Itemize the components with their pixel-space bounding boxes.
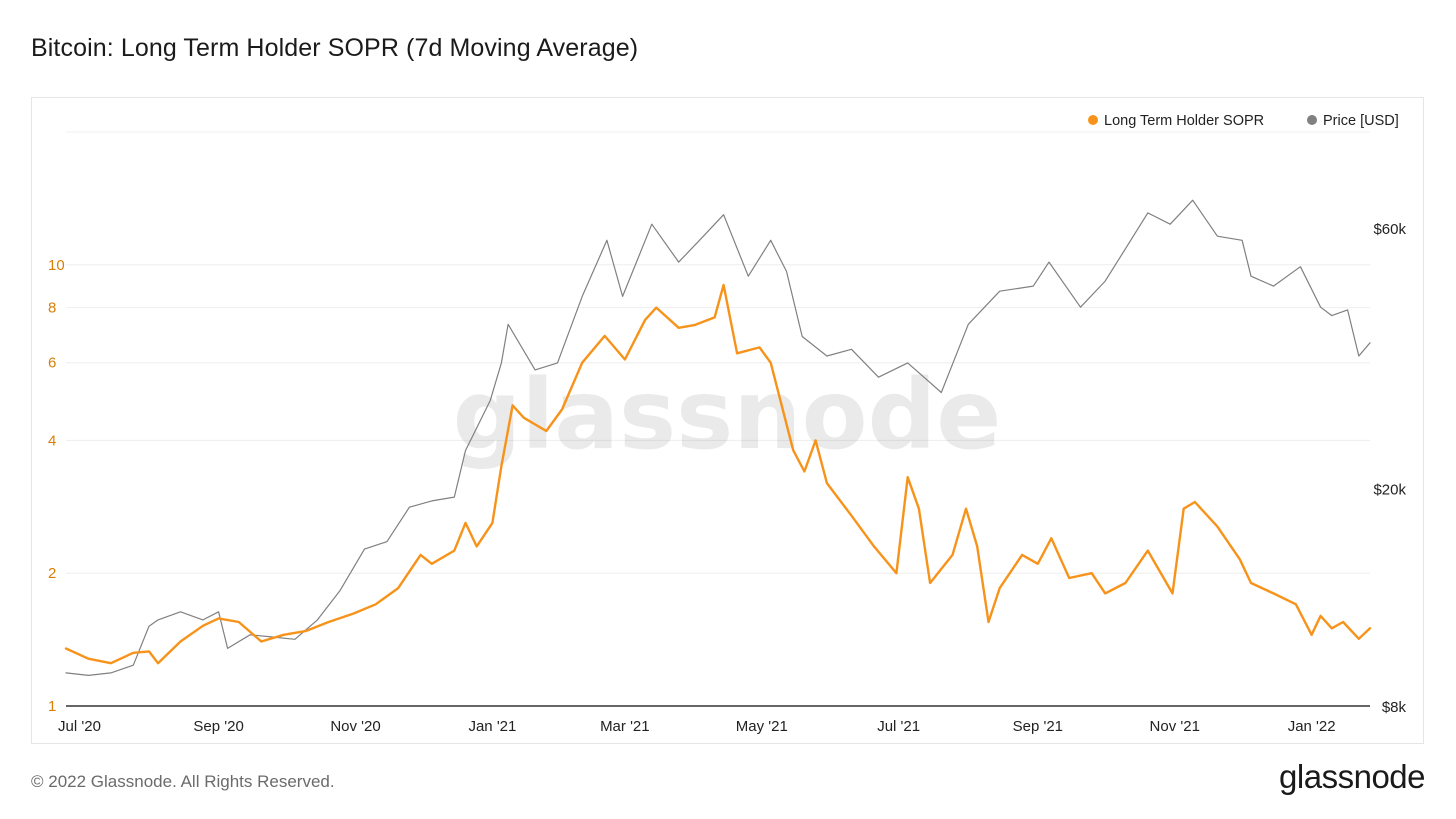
right-tick-label: $60k	[1373, 221, 1406, 238]
legend-marker	[1088, 115, 1098, 125]
x-tick-label: Jan '21	[468, 718, 516, 735]
glassnode-logo: glassnode	[1279, 758, 1425, 795]
right-tick-label: $8k	[1382, 699, 1407, 716]
x-tick-label: Nov '21	[1150, 718, 1200, 735]
chart-frame	[31, 97, 1424, 744]
right-axis-ticks: $8k $20k $60k	[1373, 221, 1406, 716]
legend-label: Long Term Holder SOPR	[1104, 113, 1264, 129]
legend-label: Price [USD]	[1323, 113, 1399, 129]
legend-marker	[1307, 115, 1317, 125]
right-tick-label: $20k	[1373, 482, 1406, 499]
page-title: Bitcoin: Long Term Holder SOPR (7d Movin…	[31, 34, 639, 62]
x-tick-label: Sep '20	[193, 718, 243, 735]
left-tick-label: 6	[48, 355, 56, 372]
x-tick-label: Jul '20	[58, 718, 101, 735]
x-tick-label: Mar '21	[600, 718, 650, 735]
watermark: glassnode	[453, 359, 1002, 471]
footer-copyright: © 2022 Glassnode. All Rights Reserved.	[31, 772, 335, 791]
series-group	[64, 199, 1372, 676]
x-tick-label: Nov '20	[330, 718, 380, 735]
left-tick-label: 1	[48, 698, 56, 715]
x-tick-label: Sep '21	[1013, 718, 1063, 735]
series-line-lth-sopr[interactable]	[64, 283, 1372, 665]
left-tick-label: 10	[48, 257, 65, 274]
grid-lines	[66, 131, 1370, 574]
left-axis-ticks: 1 2 4 6 8 10	[48, 257, 65, 715]
legend-item-lth-sopr[interactable]: Long Term Holder SOPR	[1088, 113, 1264, 129]
left-tick-label: 8	[48, 300, 56, 317]
x-tick-label: May '21	[736, 718, 788, 735]
x-tick-label: Jan '22	[1288, 718, 1336, 735]
x-tick-label: Jul '21	[877, 718, 920, 735]
legend-item-price[interactable]: Price [USD]	[1307, 113, 1399, 129]
legend: Long Term Holder SOPR Price [USD]	[1088, 113, 1399, 129]
left-tick-label: 4	[48, 432, 56, 449]
left-tick-label: 2	[48, 565, 56, 582]
x-axis-ticks: Jul '20 Sep '20 Nov '20 Jan '21 Mar '21 May '…	[58, 718, 1336, 735]
